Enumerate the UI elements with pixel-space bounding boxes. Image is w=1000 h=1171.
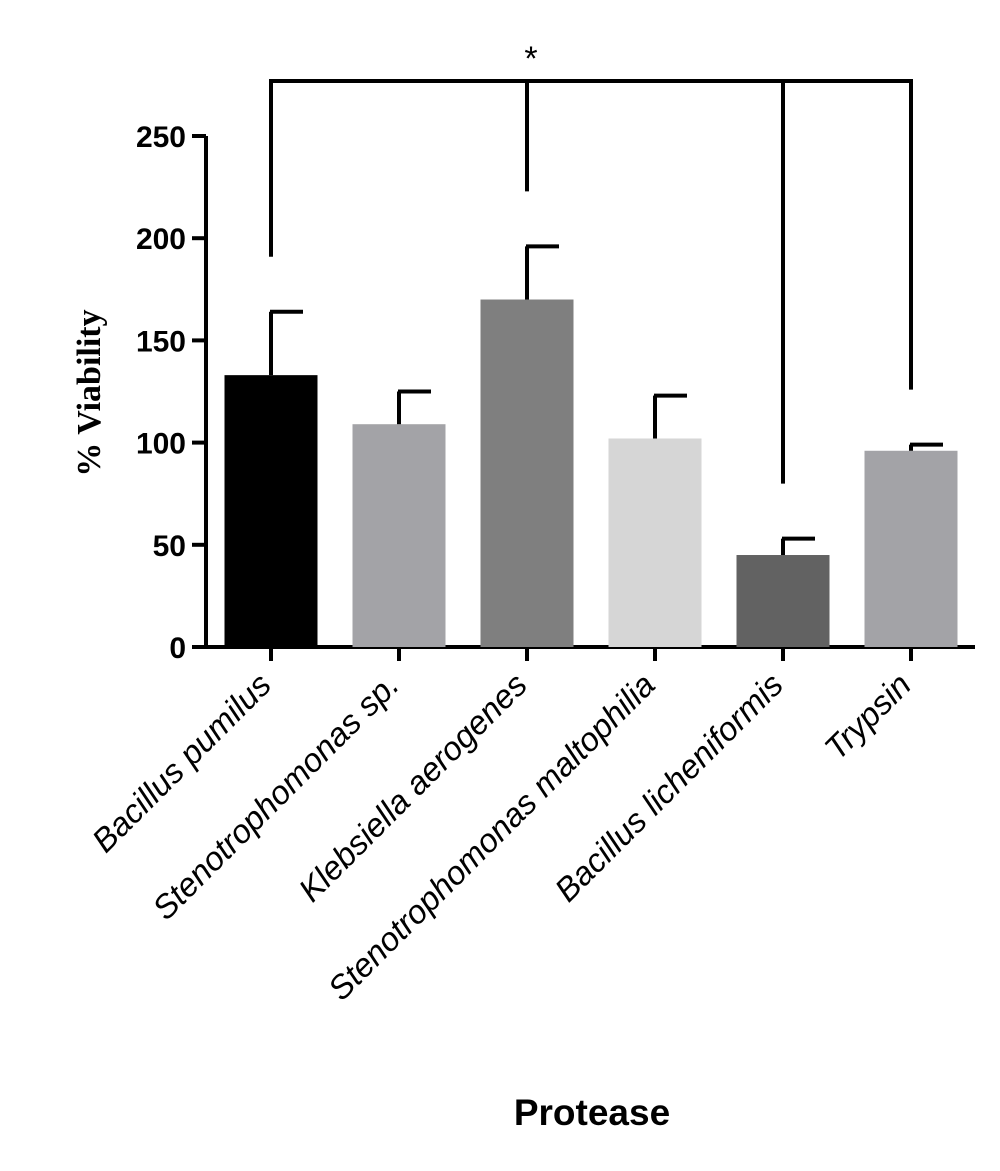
- x-tick-label: Bacillus licheniformis: [547, 666, 790, 909]
- bars-group: [224, 299, 958, 647]
- significance-bracket: *: [269, 40, 913, 484]
- bar: [224, 375, 318, 647]
- error-bars-group: [269, 244, 943, 556]
- bar: [608, 438, 702, 647]
- x-tick-label: Klebsiella aerogenes: [291, 666, 534, 909]
- y-axis-label: % Viability: [71, 309, 108, 476]
- x-tick-label: Trypsin: [817, 666, 918, 767]
- bar: [864, 450, 958, 647]
- bar: [480, 299, 574, 647]
- x-axis-label: Protease: [514, 1092, 670, 1133]
- y-tick-label: 150: [136, 325, 186, 358]
- axes: 0 50 100 150 200 250: [136, 121, 975, 665]
- x-tick-label: Stenotrophomonas sp.: [145, 666, 406, 927]
- bar: [736, 555, 830, 647]
- significance-label: *: [524, 40, 537, 78]
- y-tick-label: 50: [153, 530, 186, 563]
- y-tick-label: 250: [136, 121, 186, 154]
- y-tick-label: 0: [169, 632, 186, 665]
- bar: [352, 424, 446, 647]
- y-tick-label: 200: [136, 223, 186, 256]
- y-tick-label: 100: [136, 428, 186, 461]
